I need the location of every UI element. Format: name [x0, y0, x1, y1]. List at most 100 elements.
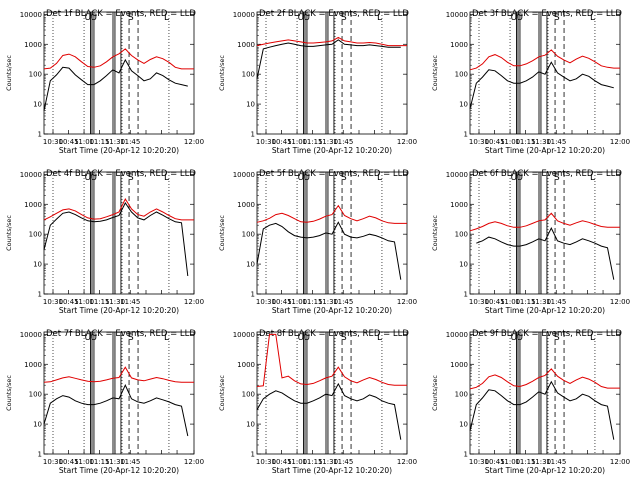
x-tick-label: 11:15: [89, 458, 109, 466]
x-tick-label: 11:30: [105, 138, 125, 146]
plot-frame: [256, 331, 408, 455]
y-tick-label: 1: [251, 291, 255, 299]
plot-frame: [256, 171, 408, 295]
x-tick-label: 10:30: [469, 138, 489, 146]
detector-panel-9: Det 9f BLACK = Events, RED = LLD11010010…: [431, 329, 630, 475]
y-tick-label: 10: [459, 421, 468, 429]
lld-series-line: [469, 212, 620, 232]
marker-u: U: [511, 333, 518, 343]
y-tick-label: 10000: [233, 11, 255, 19]
events-series-line: [43, 384, 189, 437]
marker-u: U: [511, 13, 518, 23]
x-tick-label: 11:45: [120, 298, 140, 306]
x-tick-label: 10:30: [469, 458, 489, 466]
x-tick-label: 11:15: [302, 138, 322, 146]
x-tick-label: 11:15: [302, 298, 322, 306]
y-axis-label: Counts/sec: [431, 375, 439, 411]
y-tick-label: 1: [464, 451, 468, 459]
events-series-line: [256, 221, 402, 280]
y-axis-label: Counts/sec: [5, 375, 13, 411]
lld-series-line: [43, 197, 194, 221]
y-tick-label: 10000: [446, 171, 468, 179]
marker-u: U: [511, 173, 518, 183]
marker-l: L: [164, 13, 169, 23]
marker-s: S: [341, 173, 347, 183]
marker-s: S: [128, 333, 134, 343]
y-tick-label: 10000: [446, 331, 468, 339]
x-tick-label: 11:45: [333, 298, 353, 306]
marker-l: L: [590, 173, 595, 183]
x-tick-label: 10:45: [272, 298, 292, 306]
x-tick-label: 11:15: [89, 298, 109, 306]
marker-l: L: [590, 333, 595, 343]
x-tick-label: 11:30: [318, 138, 338, 146]
plot-frame: [256, 11, 408, 135]
x-tick-label: 10:45: [485, 298, 505, 306]
marker-u: U: [298, 13, 305, 23]
lld-series-line: [256, 204, 407, 224]
x-tick-label: 10:45: [272, 138, 292, 146]
marker-u: U: [304, 13, 311, 23]
x-tick-label: 10:30: [43, 458, 63, 466]
y-tick-label: 10000: [20, 11, 42, 19]
y-tick-label: 1000: [237, 41, 255, 49]
x-tick-label: 11:45: [120, 458, 140, 466]
x-tick-label: 10:30: [43, 138, 63, 146]
detector-panel-2: Det 2f BLACK = Events, RED = LLD11010010…: [218, 9, 417, 155]
marker-s: S: [554, 13, 560, 23]
events-series-line: [256, 382, 402, 440]
y-tick-label: 1000: [450, 41, 468, 49]
x-tick-label-end: 12:00: [610, 458, 630, 466]
x-axis-label: Start Time (20-Apr-12 10:20:20): [485, 466, 605, 475]
events-series-line: [476, 226, 615, 280]
y-tick-label: 1000: [450, 361, 468, 369]
x-tick-label-end: 12:00: [397, 138, 417, 146]
y-tick-label: 10000: [233, 171, 255, 179]
y-tick-label: 10000: [20, 331, 42, 339]
x-tick-label: 11:30: [318, 298, 338, 306]
lld-series-line: [256, 333, 407, 387]
marker-s: S: [554, 173, 560, 183]
marker-u: U: [91, 173, 98, 183]
x-tick-label: 11:00: [500, 138, 520, 146]
events-series-line: [256, 39, 401, 79]
y-tick-label: 1: [464, 291, 468, 299]
y-tick-label: 10000: [446, 11, 468, 19]
y-tick-label: 1: [251, 131, 255, 139]
marker-l: L: [164, 333, 169, 343]
x-tick-label-end: 12:00: [184, 298, 204, 306]
marker-s: S: [128, 173, 134, 183]
detector-panel-6: Det 6f BLACK = Events, RED = LLD11010010…: [431, 169, 630, 315]
x-tick-label: 11:15: [515, 138, 535, 146]
marker-u: U: [298, 333, 305, 343]
marker-u: U: [517, 333, 524, 343]
x-tick-label: 11:15: [515, 458, 535, 466]
lld-series-line: [469, 368, 620, 390]
x-axis-label: Start Time (20-Apr-12 10:20:20): [272, 466, 392, 475]
marker-u: U: [91, 13, 98, 23]
marker-u: U: [85, 333, 92, 343]
y-tick-label: 1: [38, 291, 42, 299]
x-tick-label: 11:30: [531, 458, 551, 466]
y-axis-label: Counts/sec: [431, 215, 439, 251]
y-tick-label: 10: [33, 261, 42, 269]
x-tick-label: 11:00: [287, 138, 307, 146]
x-axis-label: Start Time (20-Apr-12 10:20:20): [59, 306, 179, 315]
marker-u: U: [304, 173, 311, 183]
x-tick-label: 11:30: [105, 298, 125, 306]
y-tick-label: 100: [455, 71, 468, 79]
x-axis-label: Start Time (20-Apr-12 10:20:20): [485, 146, 605, 155]
x-tick-label: 11:30: [531, 138, 551, 146]
events-series-line: [469, 61, 614, 109]
y-tick-label: 1000: [24, 361, 42, 369]
marker-u: U: [517, 173, 524, 183]
y-axis-label: Counts/sec: [5, 55, 13, 91]
plot-frame: [469, 11, 621, 135]
y-tick-label: 1000: [237, 201, 255, 209]
x-tick-label: 10:45: [59, 298, 79, 306]
x-tick-label-end: 12:00: [397, 458, 417, 466]
x-tick-label-end: 12:00: [397, 298, 417, 306]
x-tick-label: 11:30: [531, 298, 551, 306]
y-tick-label: 100: [242, 71, 255, 79]
x-tick-label-end: 12:00: [184, 458, 204, 466]
